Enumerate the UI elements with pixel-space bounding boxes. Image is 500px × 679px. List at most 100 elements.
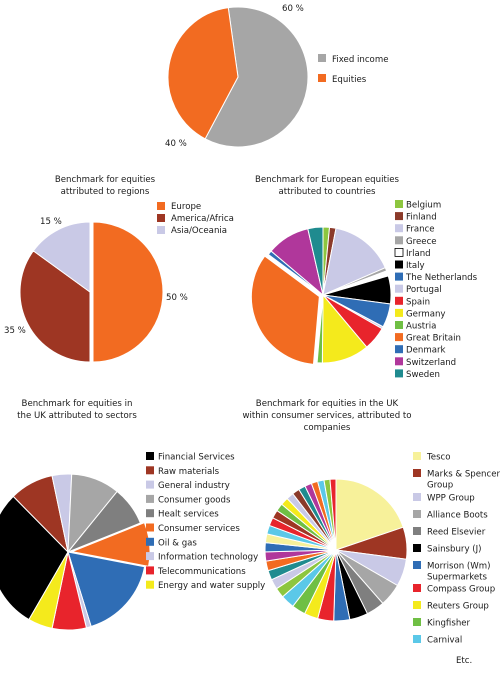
value-label-asia-oceania: 15 %: [40, 217, 62, 227]
pie-slice-great-britain: [250, 255, 320, 365]
legend-label-telecommunications: Telecommunications: [157, 567, 246, 577]
pie-slice-equities: [167, 7, 239, 140]
legend-label-fixed-income: Fixed income: [332, 55, 388, 65]
legend-label-raw-materials: Raw materials: [158, 467, 220, 477]
legend-swatch-denmark: [395, 345, 403, 354]
legend-swatch-wpp-group: [413, 493, 421, 501]
legend-swatch-raw-materials: [146, 466, 154, 475]
legend-swatch-europe: [157, 202, 165, 210]
legend-label-finland: Finland: [406, 213, 437, 223]
legend-swatch-marks-spencer-group: [413, 469, 421, 477]
pie-slice-oil-gas: [67, 551, 146, 627]
legend-label-oil-gas: Oil & gas: [158, 538, 197, 548]
legend-label-carnival: Carnival: [427, 636, 462, 646]
legend-swatch-fixed-income: [318, 54, 326, 62]
chart-title-companies-line-2: within consumer services, attributed to: [242, 411, 411, 421]
pie-slice-tesco: [335, 478, 404, 551]
legend-swatch-consumer-services: [146, 523, 154, 532]
legend-swatch-italy: [395, 260, 403, 269]
legend-label-alliance-boots: Alliance Boots: [427, 511, 488, 521]
legend-label-germany: Germany: [406, 309, 446, 319]
legend-label-equities: Equities: [332, 75, 367, 85]
legend-swatch-germany: [395, 308, 403, 317]
legend-label-the-netherlands: The Netherlands: [405, 273, 478, 283]
legend-swatch-belgium: [395, 200, 403, 208]
legend-swatch-sweden: [395, 369, 403, 378]
legend-swatch-finland: [395, 212, 403, 221]
legend-swatch-carnival: [413, 635, 421, 643]
legend-label-general-industry: General industry: [158, 481, 230, 491]
legend-swatch-healt-services: [146, 509, 154, 518]
legend-label-healt-services: Healt services: [158, 510, 219, 520]
legend-label-compass-group: Compass Group: [427, 585, 495, 595]
legend-label-reuters-group: Reuters Group: [427, 602, 489, 612]
legend-label-great-britain: Great Britain: [406, 334, 461, 344]
legend-swatch-asia-oceania: [157, 226, 165, 234]
chart-title-companies-line-3: companies: [304, 423, 351, 433]
legend-swatch-reuters-group: [413, 601, 421, 609]
pie-chart-companies: [264, 478, 408, 622]
legend-label-etc: Etc.: [456, 656, 472, 666]
legend-swatch-america-africa: [157, 214, 165, 222]
legend-label-france: France: [406, 225, 435, 235]
legend-label-italy: Italy: [406, 261, 425, 271]
chart-title-companies-line-1: Benchmark for equities in the UK: [256, 399, 399, 409]
legend-label-reed-elsevier: Reed Elsevier: [427, 528, 486, 538]
legend-label-greece: Greece: [406, 237, 437, 247]
value-label-europe: 50 %: [166, 293, 188, 303]
chart-title-countries-line-2: attributed to countries: [279, 187, 376, 197]
chart-title-countries-line-1: Benchmark for European equities: [255, 175, 400, 185]
value-label-fixed-income: 60 %: [282, 4, 304, 14]
legend-swatch-austria: [395, 321, 403, 329]
pie-slice-america-africa: [19, 250, 91, 363]
legend-swatch-the-netherlands: [395, 272, 403, 281]
pie-slice-france: [322, 227, 386, 296]
chart-title-sectors-line-2: the UK attributed to sectors: [17, 411, 137, 421]
pie-slice-financial-services: [0, 495, 69, 621]
legend-swatch-morrison-wm-supermarkets: [413, 561, 421, 569]
pie-slice-fixed-income: [204, 6, 309, 148]
legend-swatch-consumer-goods: [146, 494, 154, 503]
legend-swatch-irland: [394, 247, 404, 257]
legend-label-sweden: Sweden: [406, 370, 440, 380]
legend-label-europe: Europe: [171, 202, 201, 212]
pie-slice-austria: [316, 294, 324, 364]
legend-swatch-compass-group: [413, 584, 421, 592]
legend-label-spain: Spain: [406, 297, 430, 307]
legend-label-consumer-goods: Consumer goods: [158, 495, 231, 505]
pie-slice-other-20: [329, 478, 337, 551]
legend-swatch-france: [395, 224, 403, 233]
legend-swatch-energy-and-water-supply: [146, 580, 154, 589]
legend-swatch-spain: [395, 296, 403, 305]
pie-slice-europe: [92, 221, 164, 363]
legend-swatch-general-industry: [146, 480, 154, 489]
chart-title-regions-line-2: attributed to regions: [61, 187, 150, 197]
legend-label-morrison-wm-supermarkets-line-1: Morrison (Wm): [427, 562, 490, 572]
legend-swatch-great-britain: [395, 333, 403, 342]
legend-swatch-switzerland: [395, 357, 403, 366]
pie-chart-regions: [19, 221, 164, 363]
legend-swatch-financial-services: [146, 452, 154, 460]
legend-swatch-portugal: [395, 284, 403, 293]
legend-label-tesco: Tesco: [426, 453, 451, 463]
legend-label-sainsbury-j: Sainsbury (J): [427, 545, 482, 555]
legend-label-marks-spencer-group-line-1: Marks & Spencer: [427, 470, 500, 480]
pie-chart-countries: [250, 226, 392, 365]
legend-label-america-africa: America/Africa: [171, 214, 234, 224]
legend-label-belgium: Belgium: [406, 201, 441, 211]
legend-label-wpp-group: WPP Group: [427, 494, 475, 504]
pie-slice-asia-oceania: [32, 221, 91, 293]
chart-title-sectors-line-1: Benchmark for equities in: [22, 399, 133, 409]
legend-label-information-technology: Information technology: [158, 553, 258, 563]
pie-chart-sectors: [0, 473, 151, 631]
legend-label-financial-services: Financial Services: [158, 453, 235, 463]
value-label-america-africa: 35 %: [4, 326, 26, 336]
legend-label-marks-spencer-group-line-2: Group: [427, 481, 453, 491]
chart-title-regions-line-1: Benchmark for equities: [55, 175, 156, 185]
legend-label-austria: Austria: [406, 322, 436, 332]
legend-swatch-oil-gas: [146, 537, 154, 546]
pie-slice-healt-services: [67, 490, 141, 553]
value-label-equities: 40 %: [165, 139, 187, 149]
pie-slice-sweden: [307, 226, 324, 296]
